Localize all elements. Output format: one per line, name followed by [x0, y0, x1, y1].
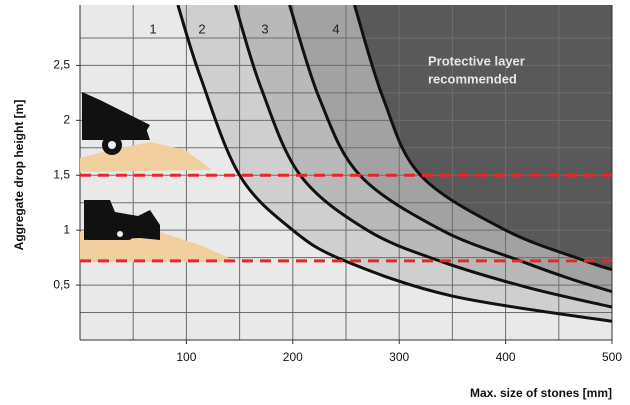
- zone-label: 2: [198, 21, 205, 36]
- y-tick-label: 1,5: [53, 167, 70, 181]
- boundary-curve: [288, 5, 612, 294]
- y-tick-label: 2,5: [53, 58, 70, 72]
- boundary-curve: [233, 5, 612, 309]
- annotation: Protective layer: [428, 53, 525, 68]
- x-tick-label: 300: [389, 350, 409, 364]
- zone-label: 3: [261, 21, 268, 36]
- zone-label: 1: [149, 21, 156, 36]
- x-tick-label: 200: [283, 350, 303, 364]
- annotation: recommended: [428, 71, 517, 86]
- boundary-curve: [176, 5, 612, 323]
- zone-label: 4: [332, 21, 339, 36]
- x-tick-label: 500: [602, 350, 622, 364]
- x-axis-title: Max. size of stones [mm]: [470, 386, 612, 400]
- y-tick-label: 2: [63, 112, 70, 126]
- y-tick-label: 0,5: [53, 277, 70, 291]
- illustration: [80, 92, 238, 262]
- x-tick-label: 400: [496, 350, 516, 364]
- zone-fill: [354, 5, 612, 270]
- x-tick-label: 100: [176, 350, 196, 364]
- y-axis-title: Aggregate drop height [m]: [12, 100, 26, 251]
- y-tick-label: 1: [63, 222, 70, 236]
